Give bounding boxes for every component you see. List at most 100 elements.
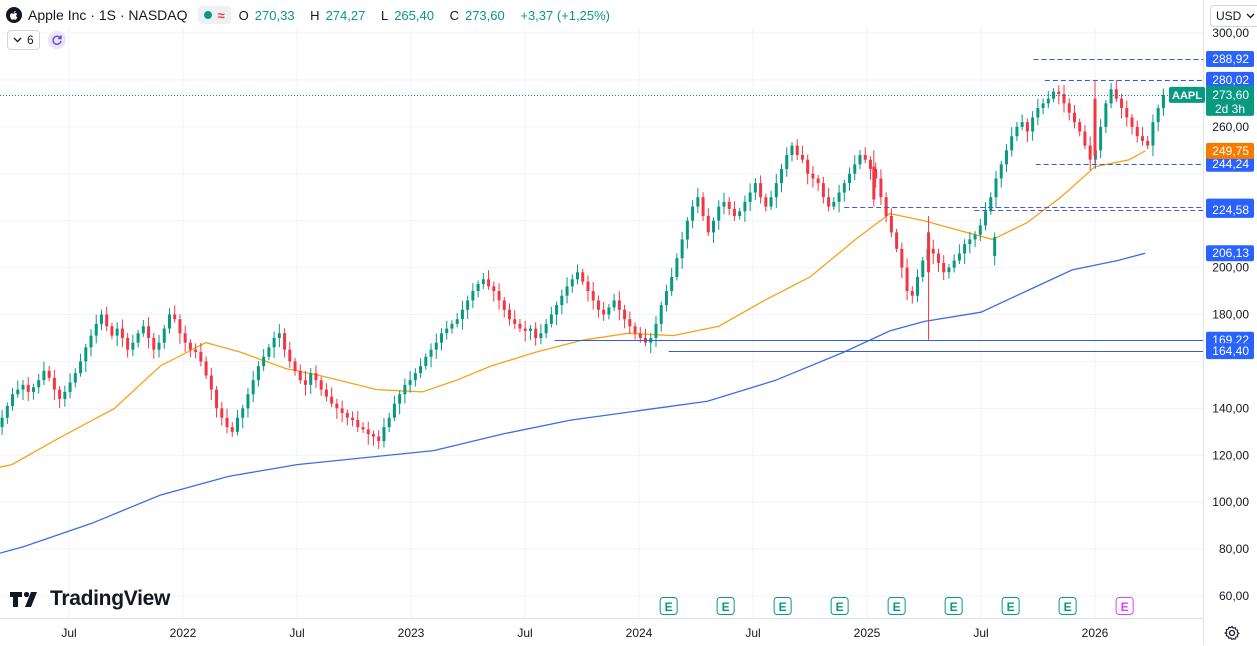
candle-body [439, 333, 443, 343]
candle-body [283, 333, 287, 350]
earnings-marker[interactable] [1058, 597, 1077, 615]
earnings-marker[interactable] [773, 597, 792, 615]
candle-body [1130, 117, 1134, 127]
candle-body [162, 328, 166, 343]
candle-body [853, 164, 857, 174]
candle-body [136, 333, 140, 343]
candle-body [879, 178, 883, 198]
indicators-toggle-button[interactable]: 6 [7, 30, 40, 50]
candle-body [549, 314, 553, 324]
time-axis-label: Jul [745, 626, 760, 640]
candle-body [565, 286, 569, 296]
symbol-title[interactable]: Apple Inc · 1S · NASDAQ [28, 7, 188, 23]
tradingview-brand[interactable]: TradingView [10, 587, 170, 611]
candle-body [900, 248, 904, 268]
time-axis-label: 2023 [398, 626, 425, 640]
candle-body [921, 260, 925, 277]
earnings-marker-label: E [893, 600, 901, 614]
candle-body [993, 237, 997, 256]
earnings-marker-label: E [1064, 600, 1072, 614]
ohlc-open: 270,33 [254, 7, 295, 23]
brand-name: TradingView [50, 587, 171, 610]
time-axis-label: 2024 [626, 626, 653, 640]
moving-average-long-line [0, 252, 1146, 554]
legend-header: Apple Inc · 1S · NASDAQ ≈ O 270,33 H 274,2… [6, 5, 616, 25]
level-price-label-bg [1206, 71, 1254, 88]
candle-body [895, 232, 899, 249]
candle-body [429, 349, 433, 357]
approx-icon: ≈ [217, 7, 225, 23]
candle-body [905, 267, 909, 292]
candle-body [602, 309, 606, 315]
candle-body [1015, 126, 1019, 137]
candle-body [560, 295, 564, 306]
level-price-label: 244,24 [1212, 157, 1249, 171]
candle-body [152, 337, 156, 350]
candle-body [685, 220, 689, 240]
earnings-marker[interactable] [1001, 597, 1020, 615]
candle-body [471, 291, 475, 301]
candle-body [800, 154, 804, 160]
candle-body [816, 178, 820, 184]
time-axis-label: 2025 [854, 626, 881, 640]
earnings-marker[interactable] [716, 597, 735, 615]
candle-body [628, 319, 632, 327]
currency-selector[interactable]: USD [1210, 5, 1257, 27]
candle-body [215, 389, 219, 409]
candle-body [1161, 94, 1165, 103]
level-price-label-bg [1206, 201, 1254, 218]
candle-body [774, 183, 778, 198]
candle-body [848, 173, 852, 184]
candle-body [858, 154, 862, 165]
candle-body [910, 291, 914, 296]
candle-body [994, 178, 998, 198]
candle-body [371, 434, 375, 437]
candle-body [0, 417, 4, 428]
candle-body [1072, 112, 1076, 123]
earnings-marker-label: E [779, 600, 787, 614]
candle-body [246, 394, 250, 409]
candle-body [5, 405, 9, 418]
candle-body [821, 183, 825, 198]
earnings-marker-label: E [836, 600, 844, 614]
earnings-marker-label: E [1007, 600, 1015, 614]
market-status-pill[interactable]: ≈ [197, 6, 231, 24]
candle-body [963, 244, 967, 254]
chart-settings-button[interactable] [1224, 625, 1240, 646]
candle-body [173, 314, 177, 320]
price-axis-tick-label: 140,00 [1212, 401, 1249, 415]
last-price-label: 273,60 [1212, 88, 1249, 102]
candle-body [957, 253, 961, 261]
chevron-down-icon [1246, 13, 1255, 19]
candle-body [79, 361, 83, 374]
earnings-upcoming-marker[interactable] [1115, 597, 1134, 615]
level-price-label: 164,40 [1212, 344, 1249, 358]
candle-body [377, 436, 381, 442]
candle-body [1109, 89, 1113, 104]
candle-body [633, 326, 637, 334]
refresh-button[interactable] [47, 31, 66, 49]
candle-body [868, 159, 872, 170]
earnings-marker[interactable] [830, 597, 849, 615]
candle-body [1099, 126, 1103, 151]
earnings-marker[interactable] [944, 597, 963, 615]
candle-body [366, 429, 370, 435]
candle-body [1104, 103, 1108, 127]
earnings-marker-label: E [722, 600, 730, 614]
time-axis-label: Jul [61, 626, 76, 640]
candle-body [1057, 91, 1061, 94]
candle-body [126, 337, 130, 350]
earnings-marker[interactable] [659, 597, 678, 615]
time-axis-label: Jul [973, 626, 988, 640]
price-axis-tick-label: 180,00 [1212, 308, 1249, 322]
candle-body [1067, 103, 1071, 113]
candle-body [743, 201, 747, 212]
candle-body [1151, 122, 1155, 146]
candle-body [1114, 89, 1118, 99]
candle-body [936, 253, 940, 263]
candle-body [115, 328, 119, 336]
earnings-marker[interactable] [887, 597, 906, 615]
candle-body [539, 333, 543, 338]
candle-body [1031, 117, 1035, 132]
